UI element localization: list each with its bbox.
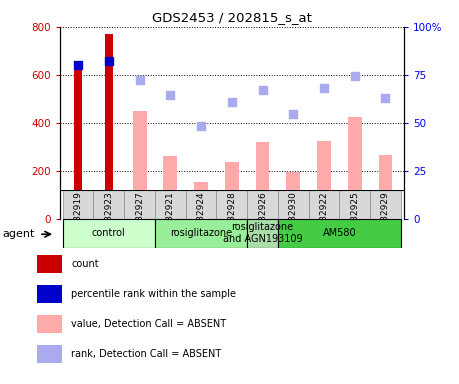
Bar [194,182,208,219]
Bar [155,219,247,248]
Point [105,58,112,65]
Bar [37,285,62,303]
Bar [37,345,62,363]
Text: GSM132930: GSM132930 [289,192,298,247]
Bar [278,190,308,219]
Text: percentile rank within the sample: percentile rank within the sample [71,289,236,299]
Bar [217,190,247,219]
Point [74,62,82,68]
Text: agent: agent [2,229,35,239]
Text: GSM132928: GSM132928 [227,192,236,246]
Bar [247,190,278,219]
Bar [163,157,177,219]
Bar [74,68,82,219]
Point [167,92,174,98]
Bar [370,190,401,219]
Title: GDS2453 / 202815_s_at: GDS2453 / 202815_s_at [152,11,312,24]
Bar [63,219,155,248]
Bar [63,190,94,219]
Point [136,77,143,83]
Bar [124,190,155,219]
Bar [348,117,362,219]
Bar [379,155,392,219]
Bar [105,34,113,219]
Text: rosiglitazone
and AGN193109: rosiglitazone and AGN193109 [223,222,302,244]
Text: GSM132924: GSM132924 [196,192,206,246]
Bar [308,190,339,219]
Bar [37,255,62,273]
Text: GSM132922: GSM132922 [319,192,329,246]
Bar [133,111,146,219]
Point [320,85,328,91]
Bar [186,190,217,219]
Text: count: count [71,259,99,269]
Text: GSM132923: GSM132923 [104,192,113,246]
Text: GSM132919: GSM132919 [73,192,83,247]
Point [197,123,205,129]
Bar [94,190,124,219]
Text: rosiglitazone: rosiglitazone [170,228,232,238]
Bar [278,219,401,248]
Text: value, Detection Call = ABSENT: value, Detection Call = ABSENT [71,319,226,329]
Text: GSM132929: GSM132929 [381,192,390,246]
Bar [155,190,186,219]
Point [290,111,297,118]
Text: GSM132927: GSM132927 [135,192,144,246]
Text: control: control [92,228,126,238]
Text: GSM132926: GSM132926 [258,192,267,246]
Text: GSM132921: GSM132921 [166,192,175,246]
Bar [37,315,62,333]
Bar [317,141,331,219]
Bar [247,219,278,248]
Text: GSM132925: GSM132925 [350,192,359,246]
Text: rank, Detection Call = ABSENT: rank, Detection Call = ABSENT [71,349,221,359]
Bar [286,172,300,219]
Point [382,94,389,101]
Bar [225,162,239,219]
Text: AM580: AM580 [323,228,356,238]
Point [228,99,235,106]
Bar [256,142,269,219]
Point [259,88,266,94]
Point [351,73,358,79]
Bar [339,190,370,219]
